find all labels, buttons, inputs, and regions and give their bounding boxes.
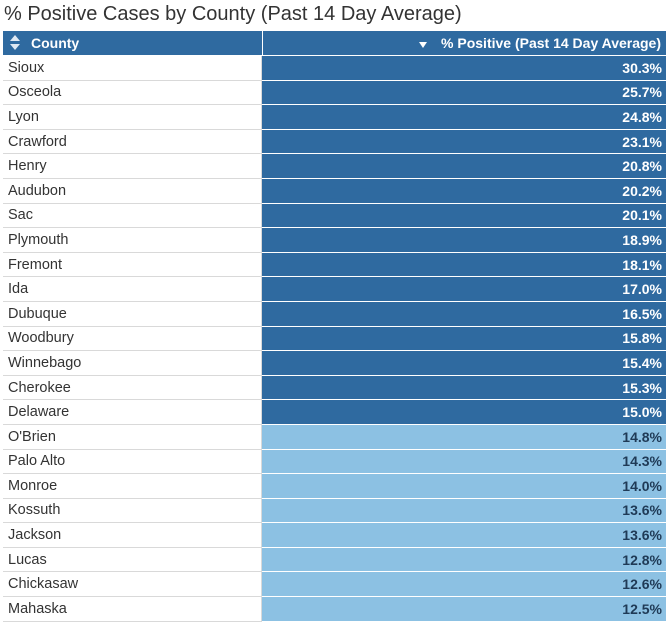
- county-name-cell: Lucas: [3, 547, 262, 573]
- table-row: Jackson 13.6%: [3, 523, 666, 548]
- percent-column-label: % Positive (Past 14 Day Average): [441, 35, 661, 51]
- percent-value-cell: 13.6%: [262, 523, 666, 548]
- table-row: Delaware 15.0%: [3, 400, 666, 425]
- county-name-cell: Crawford: [3, 129, 262, 155]
- county-name-cell: Sioux: [3, 56, 262, 81]
- county-column-label: County: [31, 35, 80, 51]
- sort-both-icon[interactable]: [9, 34, 21, 52]
- county-column-header[interactable]: County: [3, 31, 263, 55]
- table-row: Audubon 20.2%: [3, 178, 666, 204]
- county-name-cell: Monroe: [3, 474, 262, 499]
- county-name-cell: Winnebago: [3, 351, 262, 376]
- percent-value-cell: 12.5%: [262, 597, 666, 622]
- county-name-cell: Dubuque: [3, 301, 262, 327]
- percent-value-cell: 18.9%: [262, 228, 666, 253]
- table-row: Ida 17.0%: [3, 277, 666, 302]
- county-name-cell: Delaware: [3, 400, 262, 425]
- table-row: Lyon 24.8%: [3, 105, 666, 130]
- county-name-cell: Plymouth: [3, 228, 262, 253]
- table-row: Sac 20.1%: [3, 203, 666, 229]
- percent-value-cell: 24.8%: [262, 105, 666, 130]
- percent-value-cell: 15.4%: [262, 351, 666, 376]
- county-name-cell: Sac: [3, 203, 262, 229]
- percent-value-cell: 12.8%: [262, 547, 666, 573]
- table-row: Plymouth 18.9%: [3, 228, 666, 253]
- table-row: Mahaska 12.5%: [3, 597, 666, 622]
- percent-value-cell: 15.0%: [262, 400, 666, 425]
- table-header: County % Positive (Past 14 Day Average): [3, 31, 666, 55]
- percent-value-cell: 15.3%: [262, 375, 666, 401]
- table-row: Lucas 12.8%: [3, 547, 666, 573]
- percent-value-cell: 20.2%: [262, 178, 666, 204]
- percent-value-cell: 20.1%: [262, 203, 666, 229]
- table-row: Chickasaw 12.6%: [3, 572, 666, 598]
- county-name-cell: Fremont: [3, 252, 262, 278]
- county-name-cell: Mahaska: [3, 597, 262, 622]
- county-name-cell: Henry: [3, 154, 262, 179]
- county-name-cell: O'Brien: [3, 424, 262, 450]
- percent-value-cell: 18.1%: [262, 252, 666, 278]
- county-name-cell: Ida: [3, 277, 262, 302]
- percent-column-header[interactable]: % Positive (Past 14 Day Average): [263, 31, 666, 55]
- table-row: Dubuque 16.5%: [3, 301, 666, 327]
- percent-value-cell: 13.6%: [262, 498, 666, 524]
- county-name-cell: Osceola: [3, 80, 262, 106]
- percent-value-cell: 20.8%: [262, 154, 666, 179]
- table-row: Osceola 25.7%: [3, 80, 666, 106]
- table-row: Palo Alto 14.3%: [3, 449, 666, 475]
- table-row: Monroe 14.0%: [3, 474, 666, 499]
- table-row: Crawford 23.1%: [3, 129, 666, 155]
- table-row: Kossuth 13.6%: [3, 498, 666, 524]
- chart-title: % Positive Cases by County (Past 14 Day …: [4, 3, 462, 25]
- percent-value-cell: 12.6%: [262, 572, 666, 598]
- percent-value-cell: 17.0%: [262, 277, 666, 302]
- percent-value-cell: 25.7%: [262, 80, 666, 106]
- table-row: Henry 20.8%: [3, 154, 666, 179]
- table-row: Sioux 30.3%: [3, 56, 666, 81]
- county-name-cell: Audubon: [3, 178, 262, 204]
- county-name-cell: Chickasaw: [3, 572, 262, 598]
- percent-value-cell: 14.0%: [262, 474, 666, 499]
- table-row: Fremont 18.1%: [3, 252, 666, 278]
- percent-value-cell: 16.5%: [262, 301, 666, 327]
- county-name-cell: Lyon: [3, 105, 262, 130]
- percent-value-cell: 23.1%: [262, 129, 666, 155]
- table-row: Winnebago 15.4%: [3, 351, 666, 376]
- table-body: Sioux 30.3% Osceola 25.7% Lyon 24.8% Crawford 2…: [3, 56, 666, 622]
- county-name-cell: Jackson: [3, 523, 262, 548]
- county-name-cell: Palo Alto: [3, 449, 262, 475]
- percent-value-cell: 30.3%: [262, 56, 666, 81]
- table-row: Woodbury 15.8%: [3, 326, 666, 352]
- county-name-cell: Cherokee: [3, 375, 262, 401]
- percent-value-cell: 15.8%: [262, 326, 666, 352]
- county-name-cell: Woodbury: [3, 326, 262, 352]
- percent-value-cell: 14.3%: [262, 449, 666, 475]
- sort-descending-icon[interactable]: [419, 41, 428, 48]
- county-name-cell: Kossuth: [3, 498, 262, 524]
- percent-value-cell: 14.8%: [262, 424, 666, 450]
- table-row: O'Brien 14.8%: [3, 424, 666, 450]
- table-row: Cherokee 15.3%: [3, 375, 666, 401]
